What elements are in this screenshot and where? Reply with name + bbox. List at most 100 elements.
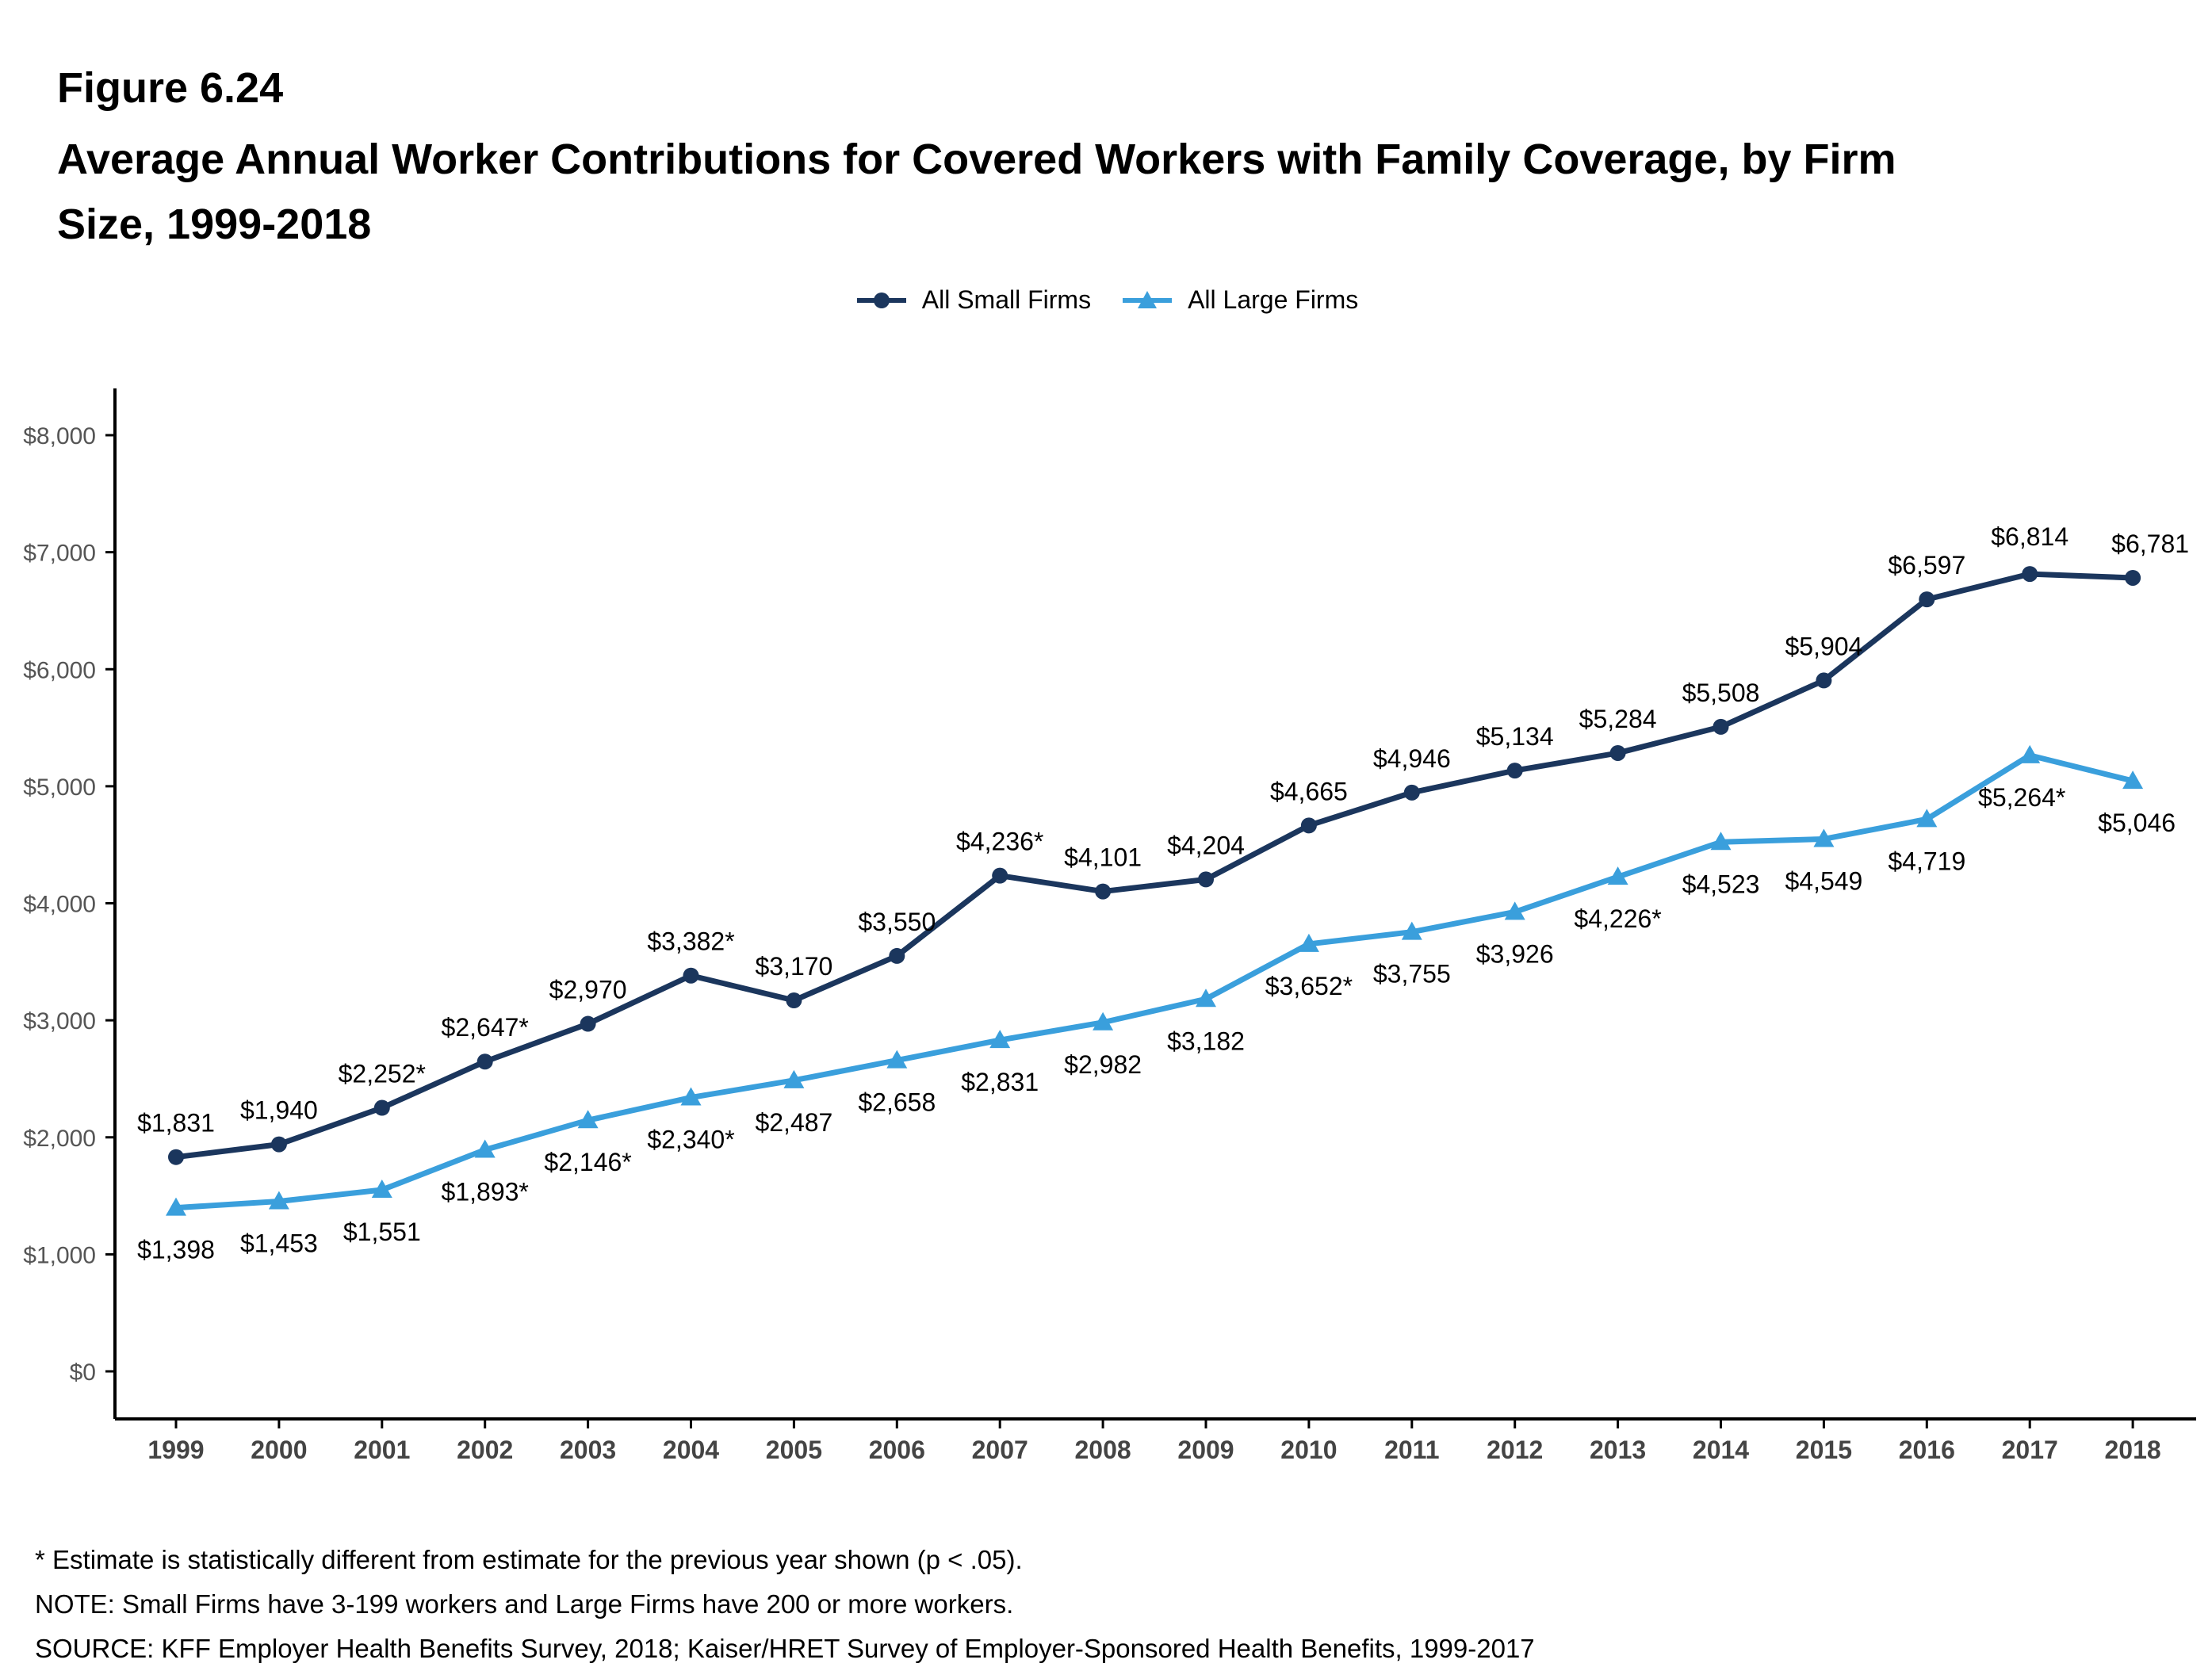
data-label-large-firms: $4,226* (1574, 904, 1661, 933)
data-label-large-firms: $2,658 (858, 1088, 936, 1117)
legend-item-large-firms: All Large Firms (1119, 285, 1358, 315)
data-point-large-firms (783, 1069, 805, 1088)
data-label-large-firms: $1,398 (137, 1236, 215, 1264)
data-point-small-firms (1609, 744, 1626, 761)
data-label-large-firms: $3,652* (1265, 972, 1353, 1000)
data-label-small-firms: $2,252* (339, 1060, 426, 1088)
x-tick-label: 2000 (251, 1436, 307, 1464)
data-label-small-firms: $6,781 (2111, 530, 2189, 558)
data-label-large-firms: $5,264* (1978, 783, 2065, 812)
data-point-large-firms (1093, 1011, 1114, 1031)
data-point-small-firms (1403, 784, 1420, 801)
x-tick-label: 2016 (1899, 1436, 1955, 1464)
footnote-note: NOTE: Small Firms have 3-199 workers and… (35, 1589, 1014, 1619)
data-label-small-firms: $2,970 (549, 976, 627, 1004)
data-label-large-firms: $1,551 (343, 1218, 421, 1246)
data-point-small-firms (889, 947, 905, 964)
x-tick-label: 2008 (1075, 1436, 1131, 1464)
data-point-small-firms (1300, 817, 1317, 834)
figure-label: Figure 6.24 (57, 64, 284, 112)
data-point-small-firms (1713, 718, 1729, 735)
x-tick-label: 2011 (1384, 1436, 1439, 1464)
data-label-large-firms: $1,453 (240, 1229, 318, 1258)
x-tick-label: 2018 (2105, 1436, 2161, 1464)
data-point-large-firms (680, 1087, 702, 1106)
data-label-small-firms: $3,382* (647, 927, 734, 956)
data-label-small-firms: $1,940 (240, 1096, 318, 1125)
data-label-small-firms: $4,946 (1373, 744, 1451, 773)
data-label-small-firms: $4,204 (1167, 831, 1245, 859)
data-label-small-firms: $6,597 (1888, 551, 1965, 579)
legend: All Small Firms All Large Firms (0, 285, 2212, 315)
data-label-small-firms: $4,236* (956, 828, 1043, 856)
data-point-large-firms (2019, 744, 2041, 763)
data-point-small-firms (2125, 569, 2141, 586)
footnotes: * Estimate is statistically different fr… (35, 1538, 1535, 1671)
data-label-small-firms: $5,284 (1579, 705, 1657, 733)
data-point-large-firms (577, 1110, 599, 1129)
data-label-small-firms: $5,508 (1682, 679, 1760, 707)
legend-swatch-large-firms (1123, 290, 1173, 308)
y-tick-label: $8,000 (23, 423, 96, 449)
y-tick-label: $7,000 (23, 541, 96, 567)
data-point-large-firms (886, 1050, 908, 1069)
y-tick-label: $0 (70, 1359, 96, 1386)
x-tick-label: 2007 (972, 1436, 1028, 1464)
data-point-large-firms (1710, 832, 1732, 851)
data-point-large-firms (1813, 828, 1835, 847)
data-label-small-firms: $4,665 (1270, 777, 1348, 805)
data-label-large-firms: $5,046 (2098, 809, 2176, 837)
x-tick-label: 1999 (147, 1436, 204, 1464)
data-point-large-firms (1298, 933, 1319, 952)
data-label-small-firms: $2,647* (442, 1013, 529, 1042)
y-tick-label: $5,000 (23, 774, 96, 801)
data-label-small-firms: $4,101 (1064, 843, 1142, 872)
x-tick-label: 2015 (1796, 1436, 1852, 1464)
data-label-large-firms: $4,523 (1682, 870, 1760, 898)
data-label-small-firms: $3,170 (755, 952, 832, 981)
x-tick-label: 2006 (869, 1436, 925, 1464)
data-point-large-firms (1196, 988, 1216, 1008)
data-point-small-firms (2022, 566, 2038, 583)
data-label-large-firms: $2,487 (755, 1108, 832, 1137)
series-line-large-firms (175, 752, 2134, 1211)
legend-label-small-firms: All Small Firms (921, 285, 1092, 314)
data-label-large-firms: $3,926 (1476, 939, 1554, 968)
data-point-large-firms (1607, 866, 1628, 885)
data-point-small-firms (1198, 871, 1214, 888)
data-label-small-firms: $5,134 (1476, 722, 1554, 751)
data-point-small-firms (786, 992, 802, 1009)
data-label-small-firms: $3,550 (858, 908, 936, 936)
data-label-small-firms: $1,831 (137, 1109, 215, 1138)
data-point-large-firms (1504, 901, 1525, 920)
data-label-large-firms: $3,755 (1373, 960, 1451, 988)
x-tick-label: 2017 (2002, 1436, 2058, 1464)
data-point-small-firms (992, 867, 1008, 884)
data-point-small-firms (476, 1053, 493, 1070)
data-point-small-firms (580, 1015, 596, 1032)
line-chart: $0 $1,000 $2,000 $3,000 $4,000 $5,000 $6,000 $7… (23, 388, 2196, 1464)
x-tick-label: 2010 (1280, 1436, 1337, 1464)
data-point-large-firms (268, 1191, 289, 1210)
data-point-small-firms (683, 967, 699, 984)
x-tick-label: 2003 (560, 1436, 616, 1464)
y-tick-label: $2,000 (23, 1126, 96, 1152)
x-tick-label: 2014 (1693, 1436, 1749, 1464)
data-label-large-firms: $2,146* (544, 1148, 631, 1176)
data-point-small-firms (1816, 672, 1832, 689)
data-label-small-firms: $6,814 (1991, 522, 2068, 551)
data-point-small-firms (1095, 883, 1112, 900)
data-point-large-firms (989, 1030, 1011, 1049)
data-point-large-firms (1916, 809, 1938, 828)
y-tick-label: $1,000 (23, 1242, 96, 1268)
data-label-large-firms: $4,719 (1888, 847, 1965, 875)
y-tick-label: $4,000 (23, 892, 96, 918)
y-tick-label: $3,000 (23, 1008, 96, 1034)
data-point-small-firms (1506, 763, 1523, 779)
legend-item-small-firms: All Small Firms (854, 285, 1091, 315)
x-tick-label: 2002 (457, 1436, 513, 1464)
chart-title: Average Annual Worker Contributions for … (57, 136, 1896, 248)
x-tick-label: 2005 (766, 1436, 822, 1464)
data-label-large-firms: $3,182 (1167, 1027, 1245, 1055)
x-tick-label: 2012 (1487, 1436, 1543, 1464)
